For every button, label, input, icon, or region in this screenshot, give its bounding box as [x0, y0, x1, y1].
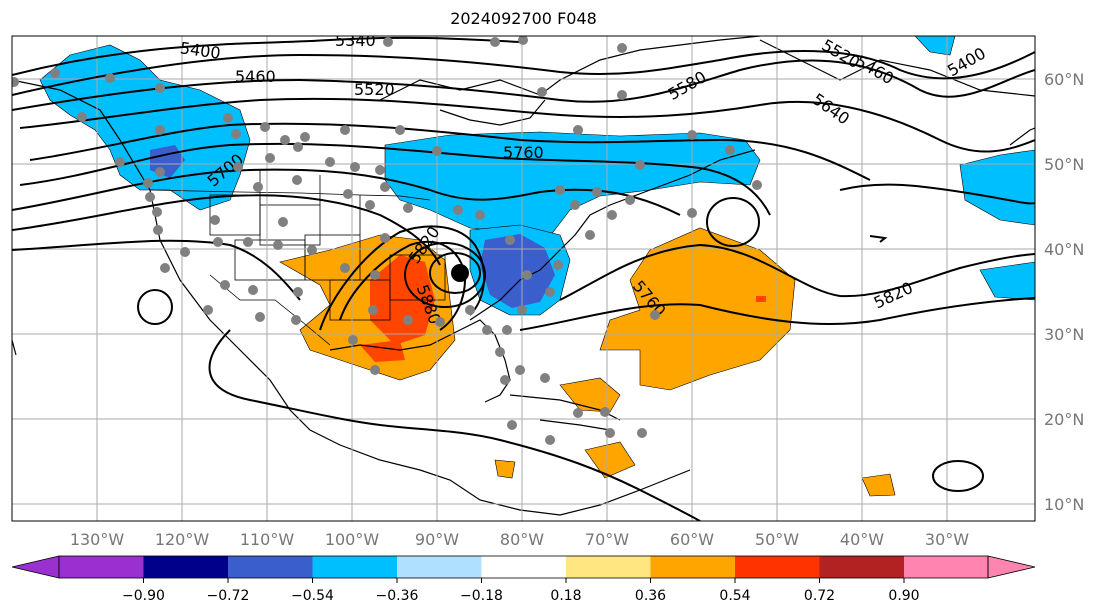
lon-label: 100°W — [325, 530, 380, 549]
lon-label: 50°W — [755, 530, 799, 549]
colorbar-segment — [650, 556, 735, 578]
lat-label: 40°N — [1044, 240, 1084, 259]
lon-label: 70°W — [585, 530, 629, 549]
colorbar-segment — [312, 556, 397, 578]
lon-label: 110°W — [240, 530, 295, 549]
contour-label: 5520 — [354, 80, 395, 99]
light-blue-region-nw — [39, 44, 251, 211]
map-content: 5340 5400 5460 5520 5580 5640 5700 5760 … — [12, 31, 1035, 521]
lon-label: 80°W — [500, 530, 544, 549]
colorbar-tick-label: −0.54 — [291, 588, 334, 604]
lat-label: 60°N — [1044, 70, 1084, 89]
coastlines — [12, 36, 1035, 516]
colorbar-tick-label: −0.36 — [376, 588, 419, 604]
colorbar-segment — [228, 556, 313, 578]
map-title: 2024092700 F048 — [450, 9, 597, 28]
colorbar-max-extend — [987, 555, 1036, 579]
red-region-gulf-2 — [360, 340, 405, 362]
lon-axis-labels: 130°W 120°W 110°W 100°W 90°W 80°W 70°W 6… — [70, 530, 969, 549]
light-blue-region-east-2 — [979, 261, 1035, 301]
colorbar-tick-label: 0.90 — [888, 588, 919, 604]
colorbar-min-extend — [11, 555, 60, 579]
colorbar: −0.90 −0.72 −0.54 −0.36 −0.18 0.18 0.36 … — [11, 555, 1036, 604]
station-dots — [12, 36, 762, 445]
lat-label: 30°N — [1044, 325, 1084, 344]
lon-label: 40°W — [840, 530, 884, 549]
lat-label: 10°N — [1044, 495, 1084, 514]
colorbar-tick-label: −0.90 — [122, 588, 165, 604]
colorbar-segment — [566, 556, 651, 578]
colorbar-tick-label: 0.36 — [635, 588, 666, 604]
lat-label: 50°N — [1044, 155, 1084, 174]
lon-label: 120°W — [155, 530, 210, 549]
low-center-marker — [451, 264, 469, 282]
lon-label: 30°W — [925, 530, 969, 549]
red-dot-atlantic — [756, 296, 766, 302]
colorbar-tick-label: −0.72 — [207, 588, 250, 604]
lon-label: 90°W — [415, 530, 459, 549]
colorbar-segment — [735, 556, 820, 578]
map-frame — [11, 35, 1036, 522]
orange-region-caribbean-2 — [584, 441, 636, 479]
light-blue-region-east — [959, 149, 1035, 226]
contour-label: 5760 — [503, 143, 544, 162]
colorbar-segment — [397, 556, 482, 578]
colorbar-tick-label: 0.18 — [550, 588, 581, 604]
colorbar-tick-label: 0.72 — [804, 588, 835, 604]
light-blue-region-ne — [914, 36, 956, 56]
colorbar-segment — [143, 556, 228, 578]
colorbar-tick-label: 0.54 — [719, 588, 750, 604]
orange-region-atlantic — [599, 227, 796, 391]
lon-label: 130°W — [70, 530, 125, 549]
lat-label: 20°N — [1044, 410, 1084, 429]
height-contours — [12, 36, 1035, 521]
contour-label: 5460 — [235, 67, 276, 86]
blue-core-east-low — [480, 234, 555, 308]
colorbar-segment — [59, 556, 144, 578]
colorbar-segment — [904, 556, 988, 578]
orange-region-east — [861, 473, 896, 497]
orange-region-west-caribbean — [494, 459, 516, 479]
lat-axis-labels: 10°N 20°N 30°N 40°N 50°N 60°N — [1044, 70, 1084, 514]
colorbar-segment — [819, 556, 904, 578]
lon-label: 60°W — [670, 530, 714, 549]
contour-label: 5340 — [335, 31, 376, 50]
colorbar-tick-label: −0.18 — [460, 588, 503, 604]
